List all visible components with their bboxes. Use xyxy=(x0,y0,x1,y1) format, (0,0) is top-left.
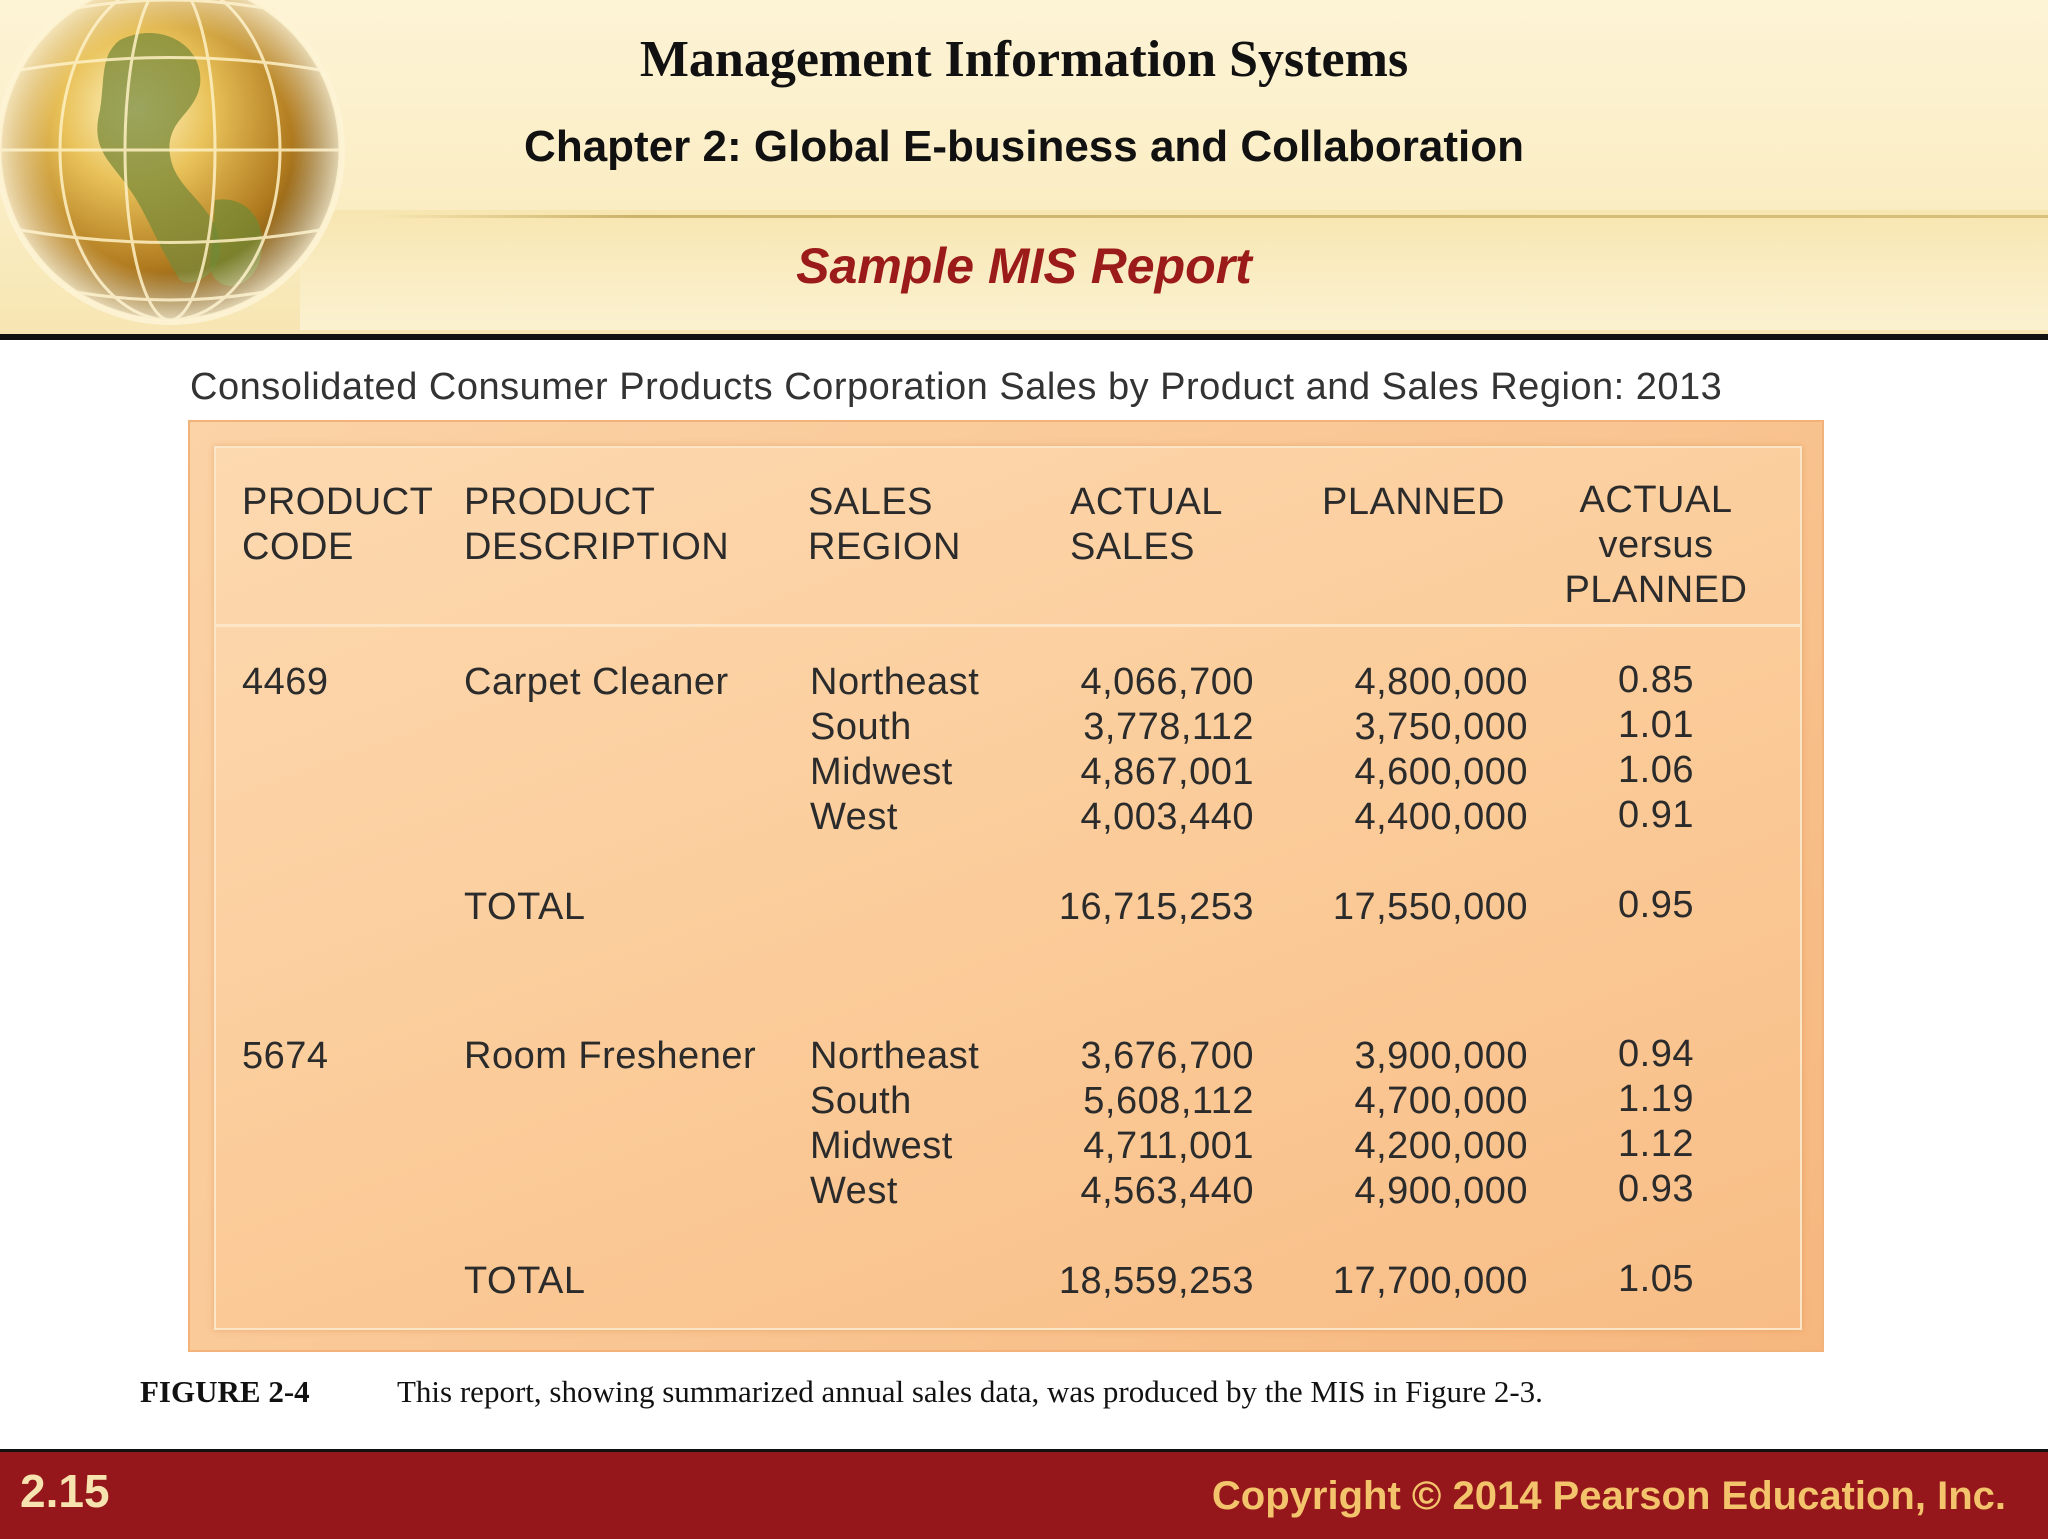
header-line: PLANNED xyxy=(1564,569,1748,611)
total-actual-sales: 18,559,253 xyxy=(1058,1260,1254,1302)
product-description: Room Freshener xyxy=(464,1035,757,1077)
actual-vs-planned: 0.91 xyxy=(1618,794,1694,836)
sales-region: West xyxy=(810,796,898,838)
sales-region: Midwest xyxy=(810,751,953,793)
header-line: ACTUAL xyxy=(1070,481,1223,523)
planned-sales: 4,700,000 xyxy=(1354,1080,1528,1122)
planned-sales: 3,750,000 xyxy=(1354,706,1528,748)
chapter-title: Chapter 2: Global E-business and Collabo… xyxy=(524,122,1524,171)
actual-sales: 4,711,001 xyxy=(1083,1125,1254,1167)
header-rule xyxy=(0,334,2048,340)
total-label: TOTAL xyxy=(464,1260,586,1302)
header-line: SALES xyxy=(808,481,934,523)
actual-sales: 3,778,112 xyxy=(1083,706,1254,748)
total-label: TOTAL xyxy=(464,886,586,928)
figure-caption-text: This report, showing summarized annual s… xyxy=(397,1374,1543,1409)
header-line: CODE xyxy=(242,526,354,568)
actual-vs-planned: 1.19 xyxy=(1618,1078,1694,1120)
column-header-product-code: PRODUCT CODE xyxy=(242,480,433,570)
actual-vs-planned: 0.93 xyxy=(1618,1168,1694,1210)
copyright-notice: Copyright © 2014 Pearson Education, Inc. xyxy=(1211,1474,2006,1518)
header-band xyxy=(300,210,2048,330)
column-header-planned: PLANNED xyxy=(1322,480,1505,525)
figure-label: FIGURE 2-4 xyxy=(140,1374,310,1409)
header-line: REGION xyxy=(808,526,961,568)
sales-region: Northeast xyxy=(810,1035,980,1077)
header-line: ACTUAL xyxy=(1579,479,1733,521)
total-planned-sales: 17,550,000 xyxy=(1332,886,1528,928)
sales-region: Midwest xyxy=(810,1125,953,1167)
actual-vs-planned: 1.12 xyxy=(1618,1123,1694,1165)
sales-region: West xyxy=(810,1170,898,1212)
actual-sales: 3,676,700 xyxy=(1080,1035,1254,1077)
course-title: Management Information Systems xyxy=(639,31,1409,88)
header-line: versus xyxy=(1598,524,1714,566)
actual-vs-planned: 1.01 xyxy=(1618,704,1694,746)
column-header-product-description: PRODUCT DESCRIPTION xyxy=(464,480,729,570)
report-figure: PRODUCT CODE PRODUCT DESCRIPTION SALES REGI… xyxy=(188,420,1824,1352)
column-header-actual-sales: ACTUAL SALES xyxy=(1070,480,1223,570)
header-line: SALES xyxy=(1070,526,1196,568)
product-code: 4469 xyxy=(242,661,329,703)
planned-sales: 4,900,000 xyxy=(1354,1170,1528,1212)
product-description: Carpet Cleaner xyxy=(464,661,729,703)
planned-sales: 4,800,000 xyxy=(1354,661,1528,703)
planned-sales: 4,400,000 xyxy=(1354,796,1528,838)
slide-title: Sample MIS Report xyxy=(796,238,1252,294)
slide-number: 2.15 xyxy=(20,1465,110,1517)
column-header-sales-region: SALES REGION xyxy=(808,480,961,570)
slide-footer: 2.15 Copyright © 2014 Pearson Education,… xyxy=(0,1449,2048,1539)
report-caption: Consolidated Consumer Products Corporati… xyxy=(190,366,1723,408)
sales-region: South xyxy=(810,706,912,748)
header-line: PLANNED xyxy=(1322,481,1505,523)
globe-icon xyxy=(0,0,370,334)
actual-sales: 4,066,700 xyxy=(1080,661,1254,703)
actual-vs-planned: 1.06 xyxy=(1618,749,1694,791)
header-line: PRODUCT xyxy=(242,481,434,523)
slide-header: Management Information Systems Chapter 2… xyxy=(0,0,2048,334)
actual-vs-planned: 0.85 xyxy=(1618,659,1694,701)
planned-sales: 3,900,000 xyxy=(1354,1035,1528,1077)
total-actual-vs-planned: 1.05 xyxy=(1618,1258,1694,1300)
header-line: DESCRIPTION xyxy=(464,526,730,568)
report-table: PRODUCT CODE PRODUCT DESCRIPTION SALES REGI… xyxy=(214,446,1802,1330)
total-actual-sales: 16,715,253 xyxy=(1058,886,1254,928)
total-planned-sales: 17,700,000 xyxy=(1332,1260,1528,1302)
actual-sales: 4,867,001 xyxy=(1080,751,1254,793)
planned-sales: 4,600,000 xyxy=(1354,751,1528,793)
sales-region: Northeast xyxy=(810,661,980,703)
actual-sales: 5,608,112 xyxy=(1083,1080,1254,1122)
total-actual-vs-planned: 0.95 xyxy=(1618,884,1694,926)
header-divider-line xyxy=(216,624,1800,627)
product-code: 5674 xyxy=(242,1035,329,1077)
column-header-actual-vs-planned: ACTUAL versus PLANNED xyxy=(1556,478,1756,613)
header-line: PRODUCT xyxy=(464,481,656,523)
actual-vs-planned: 0.94 xyxy=(1618,1033,1694,1075)
planned-sales: 4,200,000 xyxy=(1354,1125,1528,1167)
actual-sales: 4,003,440 xyxy=(1080,796,1254,838)
sales-region: South xyxy=(810,1080,912,1122)
header-divider xyxy=(380,215,2048,218)
actual-sales: 4,563,440 xyxy=(1080,1170,1254,1212)
